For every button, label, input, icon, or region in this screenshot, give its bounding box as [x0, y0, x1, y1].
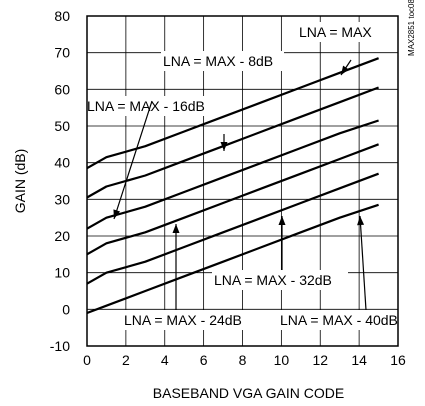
annotation-label: LNA = MAX - 32dB	[214, 272, 332, 288]
x-axis-label: BASEBAND VGA GAIN CODE	[153, 385, 344, 401]
y-tick-label: 70	[54, 45, 70, 61]
y-tick-label: -10	[50, 338, 70, 354]
x-tick-label: 8	[239, 352, 247, 368]
annotation-arrowhead	[220, 142, 228, 151]
annotation-arrow-line	[113, 100, 153, 220]
y-tick-label: 80	[54, 8, 70, 24]
chart-watermark: MAX2851 toc08	[407, 0, 416, 56]
annotation-arrowhead	[357, 216, 365, 226]
x-tick-label: 2	[122, 352, 130, 368]
series-lines	[86, 57, 379, 315]
series-line	[86, 203, 379, 315]
annotation-backdrop	[161, 51, 284, 71]
annotation-label: LNA = MAX - 24dB	[124, 312, 242, 328]
annotation-arrowhead	[113, 209, 121, 219]
y-tick-label: 50	[54, 118, 70, 134]
annotation-arrowhead	[341, 65, 349, 75]
annotation-label: LNA = MAX	[299, 24, 372, 40]
annotation-backdrop	[85, 96, 218, 116]
annotation-arrowhead	[278, 216, 286, 225]
annotation-backdrop	[122, 310, 254, 330]
annotation-arrow-line	[359, 215, 367, 311]
y-tick-label: 40	[54, 155, 70, 171]
annotation-label: LNA = MAX - 16dB	[87, 98, 205, 114]
x-tick-label: 14	[351, 352, 367, 368]
x-tick-label: 6	[200, 352, 208, 368]
annotation-backdrop	[297, 22, 385, 42]
x-tick-label: 16	[390, 352, 406, 368]
x-tick-label: 0	[83, 352, 91, 368]
y-tick-label: 20	[54, 228, 70, 244]
series-line	[86, 172, 379, 285]
tick-labels: 0 2 4 6 8 10 12 14 16 -10 0 10 20 30 40 50 60 70 80	[50, 8, 406, 368]
x-tick-label: 4	[161, 352, 169, 368]
y-tick-label: 10	[54, 265, 70, 281]
annotation-backdrop	[278, 310, 413, 330]
y-tick-label: 0	[62, 301, 70, 317]
annotation-label: LNA = MAX - 8dB	[163, 53, 273, 69]
annotation-backdrop	[212, 270, 348, 290]
series-line	[86, 57, 379, 170]
x-tick-label: 12	[312, 352, 328, 368]
annotations: LNA = MAX LNA = MAX - 8dB LNA = MAX - 16dB…	[85, 22, 413, 330]
y-tick-label: 60	[54, 81, 70, 97]
series-line	[86, 119, 379, 230]
annotation-arrowhead	[172, 224, 180, 233]
y-axis-label: GAIN (dB)	[12, 149, 28, 214]
series-line	[86, 143, 379, 256]
annotation-label: LNA = MAX - 40dB	[280, 312, 398, 328]
x-tick-label: 10	[274, 352, 290, 368]
y-tick-label: 30	[54, 191, 70, 207]
plot-frame	[86, 15, 399, 347]
